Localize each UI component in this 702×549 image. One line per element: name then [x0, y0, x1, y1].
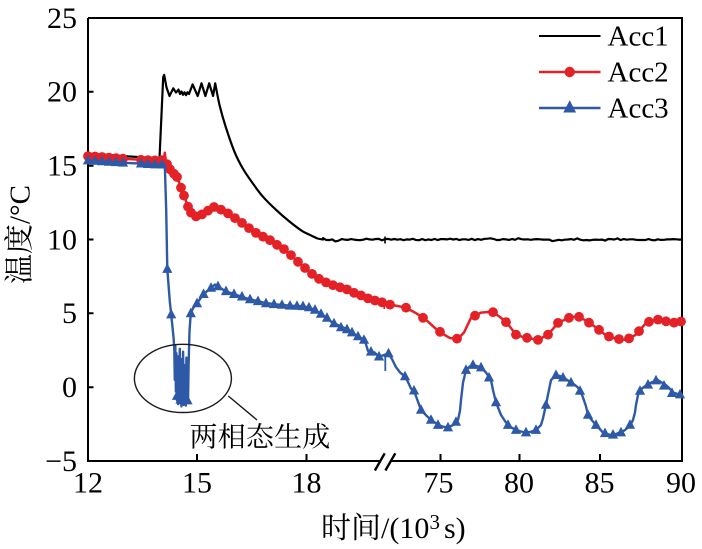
svg-text:/°C: /°C	[5, 185, 37, 224]
svg-text:25: 25	[47, 2, 77, 35]
svg-text:18: 18	[292, 467, 322, 500]
svg-text:Acc2: Acc2	[608, 56, 669, 88]
svg-text:Acc3: Acc3	[608, 92, 669, 124]
svg-text:0: 0	[62, 371, 77, 404]
svg-text:15: 15	[182, 467, 212, 500]
svg-text:s): s)	[437, 512, 466, 545]
svg-text:12: 12	[73, 467, 103, 500]
svg-text:5: 5	[62, 297, 77, 330]
svg-text:20: 20	[47, 76, 77, 109]
svg-text:80: 80	[504, 467, 534, 500]
svg-text:85: 85	[585, 467, 615, 500]
svg-text:3: 3	[430, 510, 441, 534]
svg-text:Acc1: Acc1	[608, 20, 669, 52]
svg-text:10: 10	[47, 223, 77, 256]
svg-text:90: 90	[666, 467, 696, 500]
svg-text:/(10: /(10	[381, 512, 429, 545]
svg-text:−5: −5	[45, 445, 77, 478]
svg-text:75: 75	[424, 467, 454, 500]
svg-text:15: 15	[47, 150, 77, 183]
